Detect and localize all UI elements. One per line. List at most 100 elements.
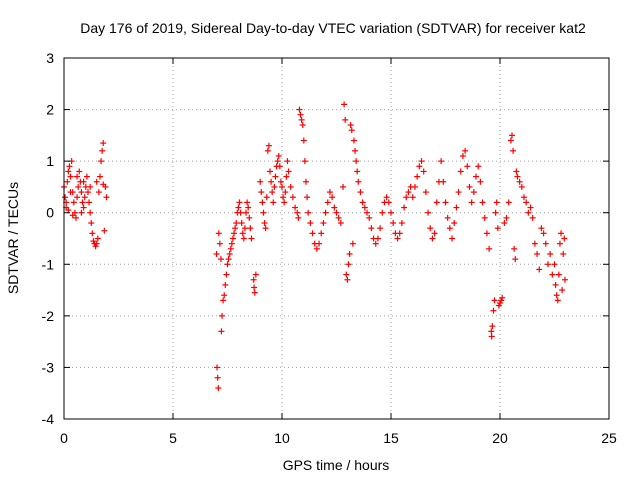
data-point bbox=[250, 276, 257, 283]
data-point bbox=[449, 235, 456, 242]
data-point bbox=[318, 230, 325, 237]
data-point bbox=[544, 261, 551, 268]
data-point bbox=[398, 220, 405, 227]
data-point bbox=[403, 194, 410, 201]
data-point bbox=[96, 173, 103, 180]
data-point bbox=[65, 207, 72, 214]
x-tick-label: 10 bbox=[274, 430, 290, 446]
data-point bbox=[341, 101, 348, 108]
data-point bbox=[405, 189, 412, 196]
x-tick-label: 20 bbox=[492, 430, 508, 446]
data-point bbox=[86, 199, 93, 206]
data-point bbox=[240, 235, 247, 242]
data-point bbox=[324, 199, 331, 206]
data-point bbox=[394, 235, 401, 242]
data-point bbox=[89, 230, 96, 237]
data-point bbox=[499, 294, 506, 301]
data-point bbox=[466, 183, 473, 190]
data-point bbox=[274, 158, 281, 165]
data-point bbox=[451, 220, 458, 227]
data-point bbox=[420, 168, 427, 175]
data-point bbox=[280, 194, 287, 201]
data-point bbox=[302, 178, 309, 185]
data-point bbox=[459, 152, 466, 159]
data-point bbox=[305, 209, 312, 216]
data-point bbox=[523, 199, 530, 206]
data-point bbox=[507, 137, 514, 144]
data-point bbox=[260, 209, 267, 216]
data-point bbox=[331, 204, 338, 211]
data-point bbox=[511, 245, 518, 252]
data-point bbox=[231, 230, 238, 237]
data-point bbox=[486, 245, 493, 252]
data-point bbox=[70, 199, 77, 206]
data-point bbox=[455, 189, 462, 196]
data-point bbox=[301, 158, 308, 165]
data-point bbox=[78, 189, 85, 196]
data-point bbox=[103, 194, 110, 201]
data-point bbox=[488, 333, 495, 340]
data-point bbox=[67, 173, 74, 180]
data-point bbox=[237, 209, 244, 216]
data-point bbox=[80, 204, 87, 211]
data-point bbox=[536, 266, 543, 273]
data-point bbox=[538, 225, 545, 232]
data-point bbox=[346, 250, 353, 257]
data-point bbox=[340, 183, 347, 190]
data-point bbox=[355, 178, 362, 185]
data-point bbox=[411, 183, 418, 190]
data-point bbox=[418, 158, 425, 165]
data-point bbox=[416, 163, 423, 170]
data-point bbox=[267, 168, 274, 175]
data-point bbox=[259, 199, 266, 206]
data-point bbox=[270, 199, 277, 206]
data-point bbox=[527, 204, 534, 211]
data-point bbox=[246, 214, 253, 221]
data-point bbox=[446, 225, 453, 232]
data-points bbox=[61, 101, 568, 392]
data-point bbox=[520, 194, 527, 201]
data-point bbox=[414, 173, 421, 180]
data-point bbox=[214, 364, 221, 371]
data-point bbox=[65, 168, 72, 175]
data-point bbox=[277, 178, 284, 185]
data-point bbox=[516, 178, 523, 185]
chart-title: Day 176 of 2019, Sidereal Day-to-day VTE… bbox=[80, 20, 586, 36]
data-point bbox=[220, 297, 227, 304]
data-point bbox=[215, 385, 222, 392]
data-point bbox=[354, 168, 361, 175]
data-point bbox=[83, 173, 90, 180]
y-tick-label: 2 bbox=[46, 102, 54, 118]
data-point bbox=[248, 235, 255, 242]
data-point bbox=[510, 147, 517, 154]
data-point bbox=[345, 261, 352, 268]
axis-ticks: 0 5 10 15 20 25 -4 -3 -2 -1 0 1 2 3 bbox=[42, 50, 617, 446]
data-point bbox=[276, 163, 283, 170]
x-tick-label: 5 bbox=[169, 430, 177, 446]
data-point bbox=[492, 209, 499, 216]
data-point bbox=[431, 230, 438, 237]
data-point bbox=[261, 220, 268, 227]
data-point bbox=[72, 214, 79, 221]
data-point bbox=[252, 271, 259, 278]
data-point bbox=[529, 214, 536, 221]
data-point bbox=[296, 106, 303, 113]
data-point bbox=[251, 289, 258, 296]
data-point bbox=[561, 276, 568, 283]
data-point bbox=[80, 178, 87, 185]
data-point bbox=[525, 209, 532, 216]
data-point bbox=[257, 178, 264, 185]
data-point bbox=[427, 225, 434, 232]
data-point bbox=[223, 271, 230, 278]
data-point bbox=[75, 183, 82, 190]
data-point bbox=[329, 194, 336, 201]
data-point bbox=[473, 173, 480, 180]
data-point bbox=[275, 152, 282, 159]
data-point bbox=[493, 199, 500, 206]
data-point bbox=[335, 214, 342, 221]
data-point bbox=[292, 204, 299, 211]
data-point bbox=[470, 189, 477, 196]
data-point bbox=[263, 194, 270, 201]
data-point bbox=[283, 173, 290, 180]
data-point bbox=[512, 256, 519, 263]
